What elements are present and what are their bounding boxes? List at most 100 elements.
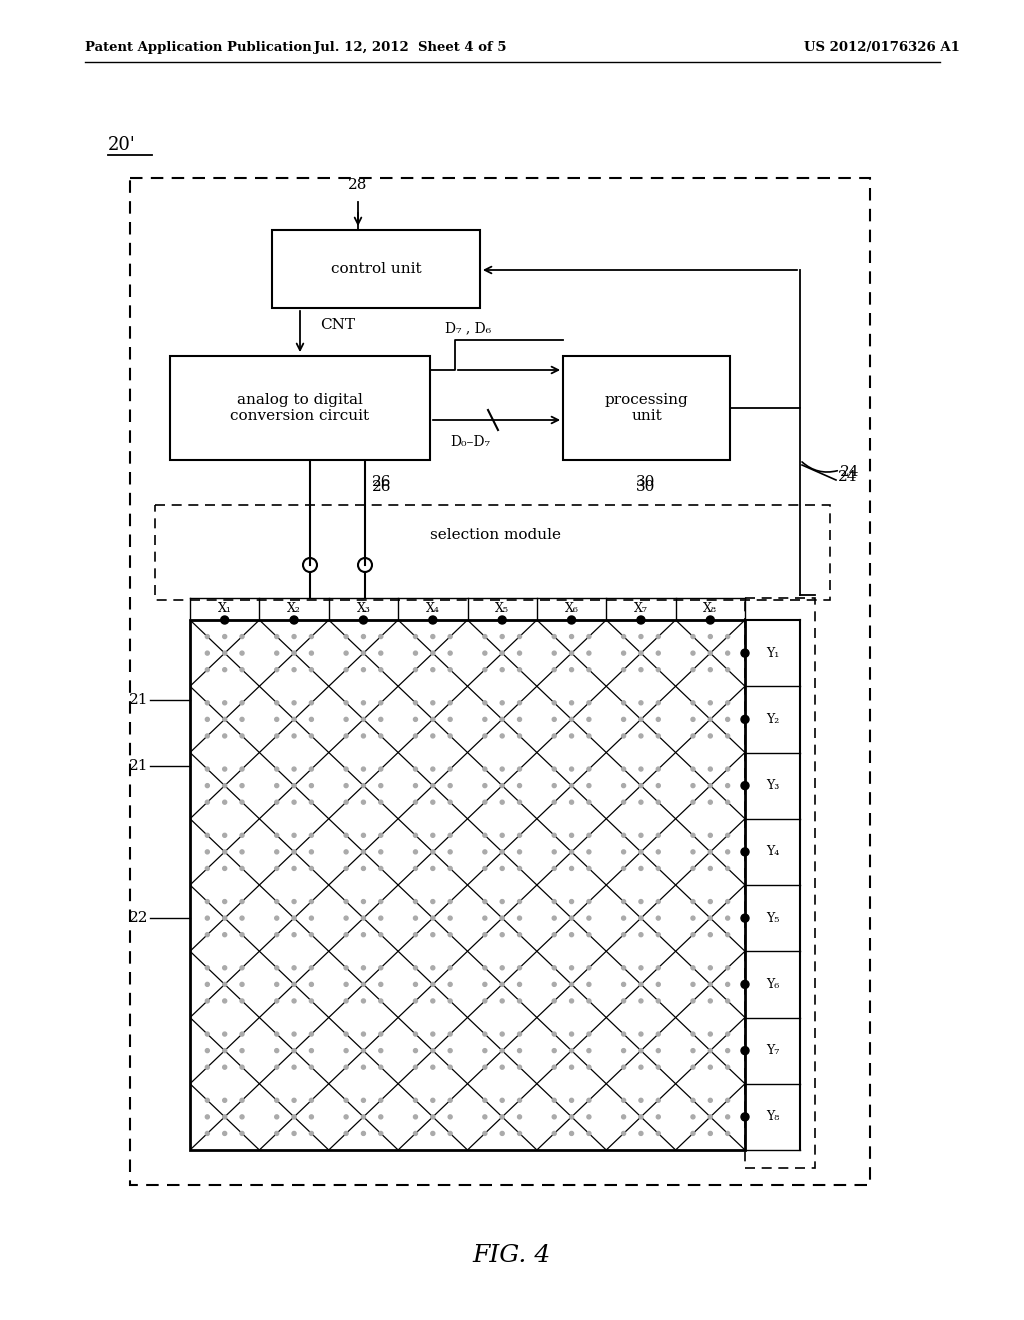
Circle shape <box>222 1098 226 1102</box>
Circle shape <box>361 800 366 804</box>
Bar <box>190 620 745 1150</box>
Circle shape <box>344 899 348 904</box>
Text: X₈: X₈ <box>703 602 717 615</box>
Circle shape <box>222 767 226 771</box>
Circle shape <box>569 1065 573 1069</box>
Circle shape <box>569 899 573 904</box>
Circle shape <box>431 701 435 705</box>
Circle shape <box>292 784 296 788</box>
Circle shape <box>639 767 643 771</box>
Circle shape <box>292 833 296 837</box>
Circle shape <box>379 933 383 937</box>
Circle shape <box>500 767 504 771</box>
Circle shape <box>292 1131 296 1135</box>
Circle shape <box>222 866 226 870</box>
Circle shape <box>741 981 749 989</box>
Circle shape <box>414 866 418 870</box>
Circle shape <box>449 1098 453 1102</box>
Circle shape <box>691 701 695 705</box>
Circle shape <box>449 999 453 1003</box>
Circle shape <box>709 916 713 920</box>
Circle shape <box>656 651 660 655</box>
Text: Y₇: Y₇ <box>766 1044 779 1057</box>
Text: FIG. 4: FIG. 4 <box>473 1243 551 1266</box>
Circle shape <box>344 933 348 937</box>
Circle shape <box>552 899 556 904</box>
Circle shape <box>622 668 626 672</box>
Circle shape <box>309 1115 313 1119</box>
Text: 30: 30 <box>636 480 655 494</box>
Circle shape <box>726 784 730 788</box>
Circle shape <box>292 933 296 937</box>
Circle shape <box>414 1032 418 1036</box>
Circle shape <box>222 916 226 920</box>
Circle shape <box>691 1065 695 1069</box>
Circle shape <box>483 1098 486 1102</box>
Circle shape <box>569 1115 573 1119</box>
Circle shape <box>587 784 591 788</box>
Circle shape <box>222 899 226 904</box>
Circle shape <box>222 1115 226 1119</box>
Circle shape <box>500 1032 504 1036</box>
Circle shape <box>587 933 591 937</box>
Circle shape <box>222 734 226 738</box>
Circle shape <box>431 999 435 1003</box>
Circle shape <box>622 1065 626 1069</box>
Circle shape <box>292 1098 296 1102</box>
Circle shape <box>656 1115 660 1119</box>
Circle shape <box>517 1131 521 1135</box>
Circle shape <box>483 635 486 639</box>
Circle shape <box>240 651 244 655</box>
Circle shape <box>222 635 226 639</box>
Circle shape <box>569 800 573 804</box>
Circle shape <box>587 651 591 655</box>
Circle shape <box>709 668 713 672</box>
Circle shape <box>379 1131 383 1135</box>
Circle shape <box>483 800 486 804</box>
Circle shape <box>656 734 660 738</box>
Circle shape <box>449 966 453 970</box>
Circle shape <box>292 916 296 920</box>
Circle shape <box>517 668 521 672</box>
Circle shape <box>274 966 279 970</box>
Circle shape <box>587 800 591 804</box>
Circle shape <box>309 966 313 970</box>
Circle shape <box>344 1065 348 1069</box>
Circle shape <box>517 717 521 721</box>
Circle shape <box>726 966 730 970</box>
Circle shape <box>741 781 749 789</box>
Circle shape <box>639 1098 643 1102</box>
Circle shape <box>431 916 435 920</box>
Circle shape <box>726 734 730 738</box>
Circle shape <box>359 616 368 624</box>
Circle shape <box>449 734 453 738</box>
Circle shape <box>240 866 244 870</box>
Circle shape <box>483 899 486 904</box>
Circle shape <box>587 966 591 970</box>
Circle shape <box>379 651 383 655</box>
Circle shape <box>449 982 453 986</box>
Circle shape <box>500 999 504 1003</box>
Circle shape <box>483 668 486 672</box>
Circle shape <box>414 668 418 672</box>
Circle shape <box>449 800 453 804</box>
Circle shape <box>274 999 279 1003</box>
Circle shape <box>726 651 730 655</box>
Circle shape <box>344 850 348 854</box>
Circle shape <box>622 850 626 854</box>
Circle shape <box>274 1098 279 1102</box>
Circle shape <box>344 1032 348 1036</box>
Circle shape <box>500 899 504 904</box>
Circle shape <box>431 1131 435 1135</box>
Circle shape <box>691 850 695 854</box>
Circle shape <box>691 933 695 937</box>
Circle shape <box>414 717 418 721</box>
Circle shape <box>517 734 521 738</box>
Circle shape <box>587 701 591 705</box>
Circle shape <box>569 767 573 771</box>
Circle shape <box>274 1131 279 1135</box>
Circle shape <box>691 966 695 970</box>
Text: 28: 28 <box>348 178 368 191</box>
Circle shape <box>552 651 556 655</box>
Circle shape <box>292 1115 296 1119</box>
